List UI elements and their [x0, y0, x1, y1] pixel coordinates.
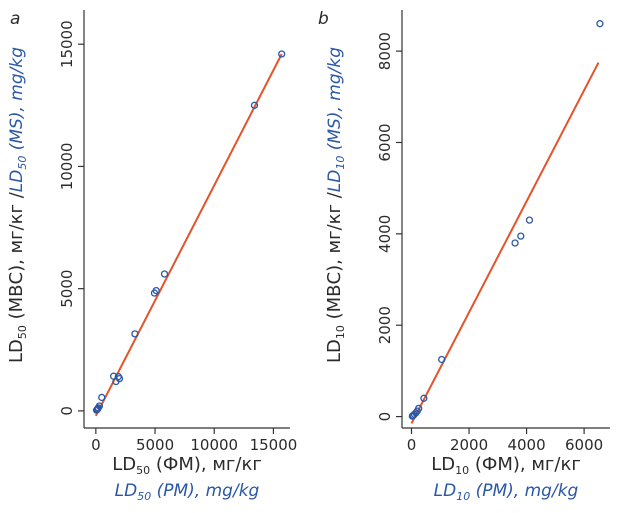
x-tick-label: 5000	[136, 436, 174, 454]
data-point	[410, 410, 419, 418]
data-point	[250, 101, 259, 109]
chart-panel-a: 0 5000 10000 15000 0 5000 10000 15000 a LD50 (ФМ)…	[6, 9, 297, 503]
data-point	[115, 374, 124, 383]
x-axis-title-en: LD10 (PM), mg/kg	[434, 481, 579, 503]
y-tick-label: 10000	[58, 143, 76, 191]
x-tick-label: 0	[407, 436, 417, 454]
chart-panel-b: 0 2000 4000 6000 0 2000 4000 6000 8000 b LD10 (ФМ)…	[318, 9, 610, 503]
x-axis-title: LD10 (ФМ), мг/кг	[431, 454, 581, 477]
x-tick-label: 4000	[507, 436, 545, 454]
x-axis-title-en: LD50 (PM), mg/kg	[115, 481, 260, 503]
y-tick-label: 0	[376, 412, 394, 422]
data-point	[150, 289, 159, 297]
data-point	[109, 372, 118, 380]
y-tick-label: 8000	[376, 32, 394, 70]
data-point	[408, 412, 417, 420]
x-tick-label: 15000	[250, 436, 298, 454]
fit-line	[410, 62, 600, 424]
data-point	[517, 232, 525, 240]
x-tick-label: 2000	[450, 436, 488, 454]
data-point	[438, 355, 446, 364]
data-point	[160, 270, 169, 278]
data-point	[92, 406, 101, 414]
y-axis-title-en: LD10 (MS), mg/kg	[325, 47, 347, 192]
data-point	[131, 330, 139, 338]
y-tick-label: 5000	[58, 270, 76, 308]
y-tick-label: 15000	[58, 20, 76, 68]
x-tick-label: 6000	[565, 436, 603, 454]
y-tick-label: 4000	[376, 215, 394, 253]
panel-label: b	[318, 9, 329, 29]
panel-label: a	[10, 9, 20, 29]
data-point	[596, 20, 604, 28]
x-axis-title: LD50 (ФМ), мг/кг	[112, 454, 262, 477]
y-axis-title: LD10 (МВС), мг/кг /	[324, 191, 347, 363]
y-tick-label: 0	[58, 406, 76, 416]
y-tick-label: 2000	[376, 306, 394, 344]
data-point	[525, 216, 534, 224]
y-tick-label: 6000	[376, 123, 394, 161]
y-axis-title-en: LD50 (MS), mg/kg	[7, 47, 29, 192]
data-point	[420, 394, 428, 402]
fit-line	[94, 53, 283, 417]
y-axis-title: LD50 (МВС), мг/кг /	[6, 191, 29, 363]
data-point	[278, 50, 286, 58]
data-point	[511, 239, 519, 247]
x-tick-label: 0	[91, 436, 101, 454]
data-point	[98, 393, 106, 402]
x-tick-label: 10000	[190, 436, 238, 454]
